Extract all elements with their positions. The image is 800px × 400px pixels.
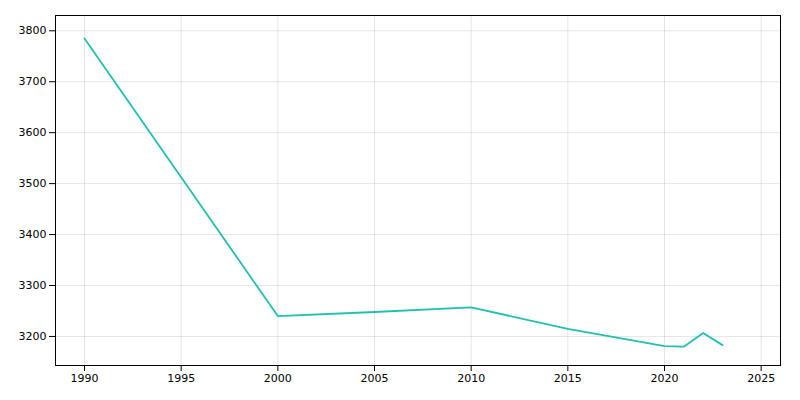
svg-text:3500: 3500 xyxy=(19,177,47,190)
svg-text:3700: 3700 xyxy=(19,75,47,88)
svg-text:3400: 3400 xyxy=(19,228,47,241)
svg-text:2020: 2020 xyxy=(651,372,679,385)
svg-text:2005: 2005 xyxy=(361,372,389,385)
svg-text:2000: 2000 xyxy=(264,372,292,385)
svg-text:3600: 3600 xyxy=(19,126,47,139)
svg-text:3300: 3300 xyxy=(19,279,47,292)
svg-text:2025: 2025 xyxy=(747,372,775,385)
svg-text:1995: 1995 xyxy=(167,372,195,385)
svg-text:1990: 1990 xyxy=(71,372,99,385)
svg-text:3200: 3200 xyxy=(19,330,47,343)
svg-text:2015: 2015 xyxy=(554,372,582,385)
svg-text:3800: 3800 xyxy=(19,24,47,37)
svg-text:2010: 2010 xyxy=(457,372,485,385)
